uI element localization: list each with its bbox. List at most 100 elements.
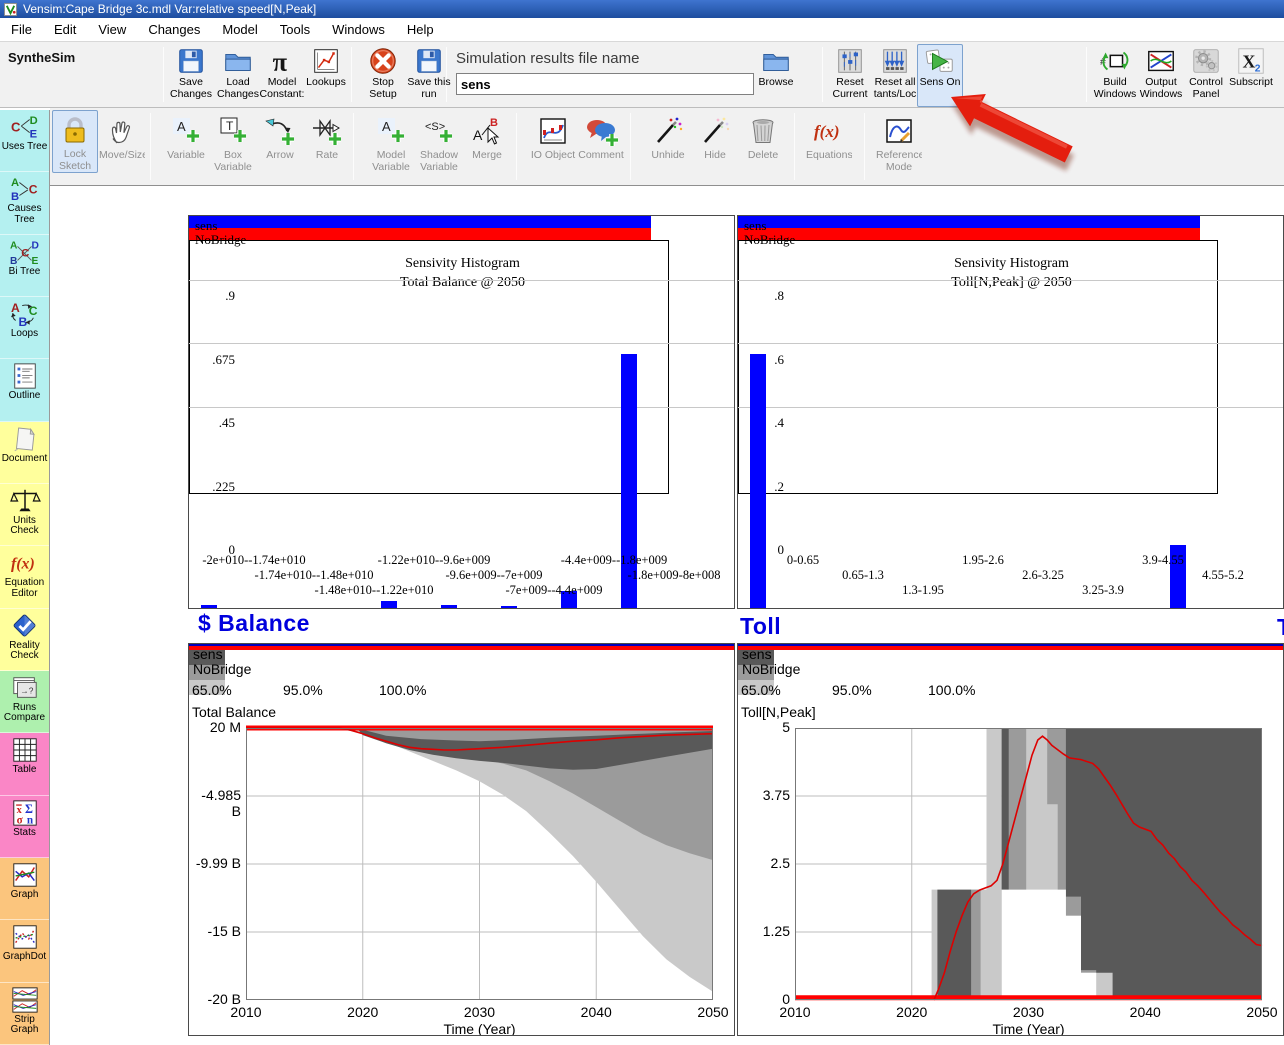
shadow-variable-button[interactable]: <S> Shadow Variable xyxy=(416,112,462,182)
x-tick-label: 2040 xyxy=(580,1004,612,1020)
sidebar-tool-graphdot[interactable]: GraphDot xyxy=(0,920,49,983)
histogram-bar xyxy=(441,604,457,608)
svg-text:C: C xyxy=(28,304,37,318)
gridline xyxy=(738,343,1283,344)
io-icon xyxy=(540,118,566,144)
histogram-bar xyxy=(561,591,577,608)
menu-view[interactable]: View xyxy=(98,22,127,37)
svg-text:D: D xyxy=(29,115,37,127)
sidebar-tool-strip-graph[interactable]: Strip Graph xyxy=(0,982,49,1045)
sidebar-tool-causes-tree[interactable]: A B C Causes Tree xyxy=(0,172,49,235)
sidebar-label-uses-tree: Uses Tree xyxy=(1,141,48,152)
browse-button[interactable]: Browse xyxy=(752,45,800,105)
gridline xyxy=(189,406,734,408)
output-windows-label: Output Windows xyxy=(1139,77,1183,100)
svg-text:T: T xyxy=(226,119,234,133)
y-tick-label: -15 B xyxy=(207,923,241,939)
menu-model[interactable]: Model xyxy=(222,22,258,37)
confidence-band xyxy=(1001,889,1097,1000)
model-variable-button[interactable]: A Model Variable xyxy=(368,112,414,182)
sim-results-input[interactable] xyxy=(456,73,754,95)
sidebar-tool-outline[interactable]: Outline xyxy=(0,359,49,422)
output-windows-button[interactable]: Output Windows xyxy=(1138,45,1184,105)
title-bar[interactable]: Vensim:Cape Bridge 3c.mdl Var:relative s… xyxy=(0,0,1284,18)
histogram-plot xyxy=(738,240,1283,608)
legend-band-label: 95.0% xyxy=(283,682,323,698)
x-bin-label: 1.95-2.6 xyxy=(962,553,1004,567)
lookups-button[interactable]: Lookups xyxy=(303,45,349,105)
output-icon xyxy=(1148,50,1174,72)
sensitivity-histogram-panel-toll[interactable]: sens NoBridge Sensivity Histogram Toll[N,Pe… xyxy=(737,215,1284,609)
sensitivity-graph-panel-toll[interactable]: sens NoBridge 65.0% 95.0% 100.0% Toll[N,Peak]… xyxy=(737,643,1284,1036)
sidebar-tool-runs-compare[interactable]: →? Runs Compare xyxy=(0,670,49,734)
move-size-button[interactable]: Move/Size xyxy=(99,112,145,182)
arrow-label: Arrow xyxy=(266,150,294,161)
sidebar-tool-equation-editor[interactable]: f(x) Equation Editor xyxy=(0,546,49,609)
analysis-sidebar: C D E Uses Tree A B C Causes Tree A D C B E Bi Tree A C… xyxy=(0,110,50,1045)
sensitivity-graph-panel-total-balance[interactable]: sens NoBridge 65.0% 95.0% 100.0% Total Balanc… xyxy=(188,643,735,1036)
box-variable-button[interactable]: T Box Variable xyxy=(210,112,256,182)
x-tick-label: 2050 xyxy=(697,1004,729,1020)
y-tick-label: 1.25 xyxy=(762,923,790,939)
svg-text:B: B xyxy=(11,192,19,204)
sidebar-tool-table[interactable]: Table xyxy=(0,733,49,796)
stop-setup-button[interactable]: Stop Setup xyxy=(360,45,406,105)
arrow-button[interactable]: Arrow xyxy=(257,112,303,182)
stop-setup-label: Stop Setup xyxy=(369,77,397,100)
reset-current-label: Reset Current xyxy=(832,77,868,100)
menu-file[interactable]: File xyxy=(11,22,32,37)
comment-button[interactable]: Comment xyxy=(578,112,624,182)
build-windows-button[interactable]: # Build Windows xyxy=(1092,45,1138,105)
sidebar-tool-units-check[interactable]: Units Check xyxy=(0,483,49,547)
lookups-icon xyxy=(314,49,338,73)
sidebar-tool-uses-tree[interactable]: C D E Uses Tree xyxy=(0,110,49,173)
toolbar-separator xyxy=(351,47,352,102)
svg-text:→?: →? xyxy=(20,686,33,696)
menu-changes[interactable]: Changes xyxy=(148,22,201,37)
x-tick-label: 2040 xyxy=(1129,1004,1161,1020)
sidebar-tool-document[interactable]: Document xyxy=(0,421,49,484)
save-changes-button[interactable]: Save Changes xyxy=(168,45,214,105)
menu-windows[interactable]: Windows xyxy=(332,22,385,37)
merge-button[interactable]: A B Merge xyxy=(464,112,510,182)
rate-button[interactable]: Rate xyxy=(304,112,350,182)
model-constant-button[interactable]: π Model Constant: xyxy=(259,45,305,105)
causes-icon: ABC xyxy=(11,178,38,204)
save-this-run-button[interactable]: Save this run xyxy=(406,45,452,105)
resetall-icon xyxy=(883,49,907,73)
equations-button[interactable]: f(x) Equations xyxy=(806,112,852,182)
unhide-button[interactable]: Unhide xyxy=(645,112,691,182)
subscript-button[interactable]: X 2 Subscript xyxy=(1228,45,1274,105)
menu-help[interactable]: Help xyxy=(406,22,434,37)
sidebar-tool-loops[interactable]: A C B Loops xyxy=(0,296,49,360)
y-tick-label: 5 xyxy=(782,719,790,735)
sensitivity-histogram-panel-total-balance[interactable]: sens NoBridge Sensivity Histogram Total Bal… xyxy=(188,215,735,609)
x-bin-label: 4.55-5.2 xyxy=(1202,568,1244,582)
toolbar-separator xyxy=(516,113,517,180)
delete-button[interactable]: Delete xyxy=(740,112,786,182)
menu-tools[interactable]: Tools xyxy=(279,22,311,37)
reset-current-button[interactable]: Reset Current xyxy=(827,45,873,105)
svg-text:n: n xyxy=(26,814,33,826)
x-tick-label: 2010 xyxy=(779,1004,811,1020)
legend-band-label: 65.0% xyxy=(192,682,232,698)
run-line xyxy=(933,735,1263,1001)
io-object-button[interactable]: IO Object xyxy=(530,112,576,182)
reference-mode-button[interactable]: Reference Mode xyxy=(876,112,922,182)
svg-text:A: A xyxy=(11,301,20,315)
menu-edit[interactable]: Edit xyxy=(53,22,77,37)
load-changes-button[interactable]: Load Changes xyxy=(215,45,261,105)
graphdot-icon xyxy=(12,925,37,949)
sens-on-button[interactable]: Sens On xyxy=(917,44,963,107)
sidebar-tool-bi-tree[interactable]: A D C B E Bi Tree xyxy=(0,234,49,297)
hide-button[interactable]: Hide xyxy=(692,112,738,182)
control-panel-button[interactable]: Control Panel xyxy=(1183,45,1229,105)
sidebar-tool-reality-check[interactable]: Reality Check xyxy=(0,608,49,671)
sidebar-label-document: Document xyxy=(1,452,48,464)
lock-sketch-button[interactable]: Lock Sketch xyxy=(52,110,98,173)
reset-all-tants-loc-button[interactable]: Reset all tants/Loc xyxy=(872,45,918,105)
sidebar-tool-graph[interactable]: Graph xyxy=(0,857,49,921)
synthesim-label: SyntheSim xyxy=(8,50,76,65)
variable-button[interactable]: A Variable xyxy=(163,112,209,182)
